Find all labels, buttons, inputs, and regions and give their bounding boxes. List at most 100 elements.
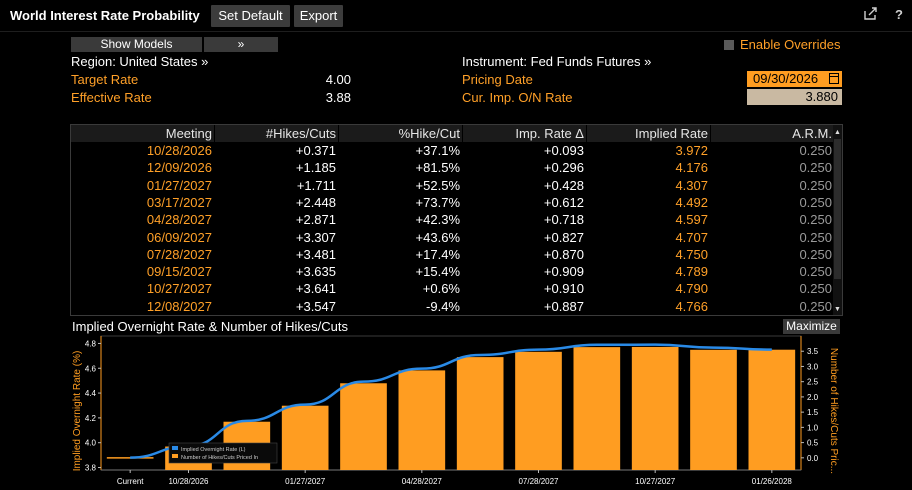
table-row[interactable]: 12/08/2027 +3.547 -9.4% +0.887 4.766 0.250 [71, 298, 842, 315]
checkbox-box[interactable] [724, 40, 734, 50]
hikes-bar [398, 370, 446, 470]
table-row[interactable]: 06/09/2027 +3.307 +43.6% +0.827 4.707 0.250 [71, 229, 842, 246]
arm-cell: 0.250 [799, 298, 832, 314]
scroll-down-icon[interactable]: ▼ [834, 306, 841, 313]
legend-bar-label: Number of Hikes/Cuts Priced In [181, 455, 258, 461]
expand-models-button[interactable]: » [204, 37, 278, 52]
right-tick-label: 1.0 [807, 423, 819, 432]
hikes-cell: +1.711 [296, 177, 336, 193]
meeting-cell: 06/09/2027 [146, 229, 212, 245]
imp-delta-cell: +0.428 [543, 177, 584, 193]
arm-cell: 0.250 [799, 194, 832, 210]
imp-delta-cell: +0.093 [543, 143, 584, 158]
hikes-cell: +3.635 [295, 264, 336, 280]
arm-cell: 0.250 [799, 246, 832, 262]
calendar-icon[interactable] [829, 73, 839, 84]
enable-overrides-checkbox[interactable]: Enable Overrides [724, 37, 840, 52]
effective-rate-value: 3.88 [325, 90, 351, 105]
meeting-cell: 10/28/2026 [146, 143, 212, 158]
help-icon[interactable]: ? [895, 7, 903, 22]
region-link[interactable]: Region: United States » [71, 54, 209, 69]
legend-bar-swatch [172, 454, 178, 458]
show-models-button[interactable]: Show Models [71, 37, 202, 52]
col-meeting[interactable]: Meeting [165, 126, 212, 141]
chart-panel: Implied Overnight Rate & Number of Hikes… [70, 318, 843, 490]
implied-rate-cell: 4.750 [675, 246, 708, 262]
effective-rate-label: Effective Rate [71, 90, 152, 105]
imp-delta-cell: +0.612 [543, 194, 584, 210]
left-tick-label: 4.0 [85, 439, 97, 448]
pct-cell: +43.6% [415, 229, 460, 245]
arm-cell: 0.250 [799, 281, 832, 297]
implied-rate-cell: 4.492 [675, 194, 708, 210]
hikes-cell: +0.371 [295, 143, 336, 158]
table-row[interactable]: 07/28/2027 +3.481 +17.4% +0.870 4.750 0.250 [71, 246, 842, 263]
col-pct-hike-cut[interactable]: %Hike/Cut [398, 126, 460, 141]
pct-cell: +81.5% [415, 160, 460, 176]
right-tick-label: 0.5 [807, 439, 819, 448]
hikes-cell: +2.448 [295, 194, 336, 210]
pct-cell: +42.3% [415, 212, 460, 228]
scroll-up-icon[interactable]: ▲ [834, 129, 841, 136]
implied-rate-line [130, 343, 772, 459]
arm-cell: 0.250 [799, 160, 832, 176]
scroll-thumb[interactable] [834, 139, 841, 279]
left-tick-label: 4.8 [85, 339, 97, 348]
pct-cell: -9.4% [426, 298, 460, 314]
implied-rate-cell: 4.790 [675, 281, 708, 297]
x-tick-label: 10/27/2027 [635, 477, 676, 486]
imp-delta-cell: +0.870 [543, 246, 584, 262]
arm-cell: 0.250 [799, 229, 832, 245]
arm-cell: 0.250 [799, 177, 832, 193]
table-header: Meeting #Hikes/Cuts %Hike/Cut Imp. Rate … [71, 125, 842, 142]
arm-cell: 0.250 [799, 143, 832, 158]
imp-delta-cell: +0.909 [543, 264, 584, 280]
maximize-button[interactable]: Maximize [783, 319, 840, 334]
table-row[interactable]: 01/27/2027 +1.711 +52.5% +0.428 4.307 0.250 [71, 177, 842, 194]
col-arm[interactable]: A.R.M. [792, 126, 832, 141]
meeting-cell: 04/28/2027 [146, 212, 212, 228]
implied-rate-cell: 4.307 [675, 177, 708, 193]
table-scrollbar[interactable]: ▲ ▼ [833, 125, 842, 315]
arm-cell: 0.250 [799, 212, 832, 228]
cur-imp-rate-field: 3.880 [747, 89, 842, 105]
pct-cell: +73.7% [415, 194, 460, 210]
instrument-link[interactable]: Instrument: Fed Funds Futures » [462, 54, 652, 69]
pct-cell: +0.6% [422, 281, 460, 297]
right-tick-label: 1.5 [807, 408, 819, 417]
pricing-date-value: 09/30/2026 [753, 71, 819, 86]
left-axis-title: Implied Overnight Rate (%) [72, 351, 83, 472]
legend-line-swatch [172, 446, 178, 450]
x-tick-label: 01/27/2027 [285, 477, 326, 486]
table-row[interactable]: 04/28/2027 +2.871 +42.3% +0.718 4.597 0.250 [71, 211, 842, 228]
imp-delta-cell: +0.718 [543, 212, 584, 228]
table-row[interactable]: 12/09/2026 +1.185 +81.5% +0.296 4.176 0.250 [71, 159, 842, 176]
right-tick-label: 3.5 [807, 347, 819, 356]
left-tick-label: 4.6 [85, 364, 97, 373]
col-hikes-cuts[interactable]: #Hikes/Cuts [265, 126, 336, 141]
hikes-bar [515, 351, 562, 470]
implied-rate-cell: 4.789 [675, 264, 708, 280]
table-row[interactable]: 03/17/2027 +2.448 +73.7% +0.612 4.492 0.250 [71, 194, 842, 211]
hikes-bar [281, 405, 329, 470]
pricing-date-input[interactable]: 09/30/2026 [747, 71, 842, 87]
enable-overrides-label: Enable Overrides [740, 37, 841, 52]
export-button[interactable]: Export [294, 5, 343, 27]
left-tick-label: 3.8 [85, 464, 97, 473]
implied-rate-cell: 4.707 [675, 229, 708, 245]
imp-delta-cell: +0.296 [543, 160, 584, 176]
meeting-cell: 12/09/2026 [146, 160, 212, 176]
export-icon[interactable] [862, 6, 880, 24]
table-row[interactable]: 10/27/2027 +3.641 +0.6% +0.910 4.790 0.250 [71, 280, 842, 297]
x-tick-label: 07/28/2027 [518, 477, 559, 486]
col-imp-rate-delta[interactable]: Imp. Rate Δ [515, 126, 584, 141]
col-implied-rate[interactable]: Implied Rate [635, 126, 708, 141]
table-row[interactable]: 10/28/2026 +0.371 +37.1% +0.093 3.972 0.250 [71, 142, 842, 159]
arm-cell: 0.250 [799, 264, 832, 280]
table-row[interactable]: 09/15/2027 +3.635 +15.4% +0.909 4.789 0.250 [71, 263, 842, 280]
set-default-button[interactable]: Set Default [211, 5, 290, 27]
x-tick-label: 10/28/2026 [168, 477, 209, 486]
hikes-cell: +2.871 [295, 212, 336, 228]
cur-imp-rate-label: Cur. Imp. O/N Rate [462, 90, 573, 105]
meeting-cell: 03/17/2027 [146, 194, 212, 210]
